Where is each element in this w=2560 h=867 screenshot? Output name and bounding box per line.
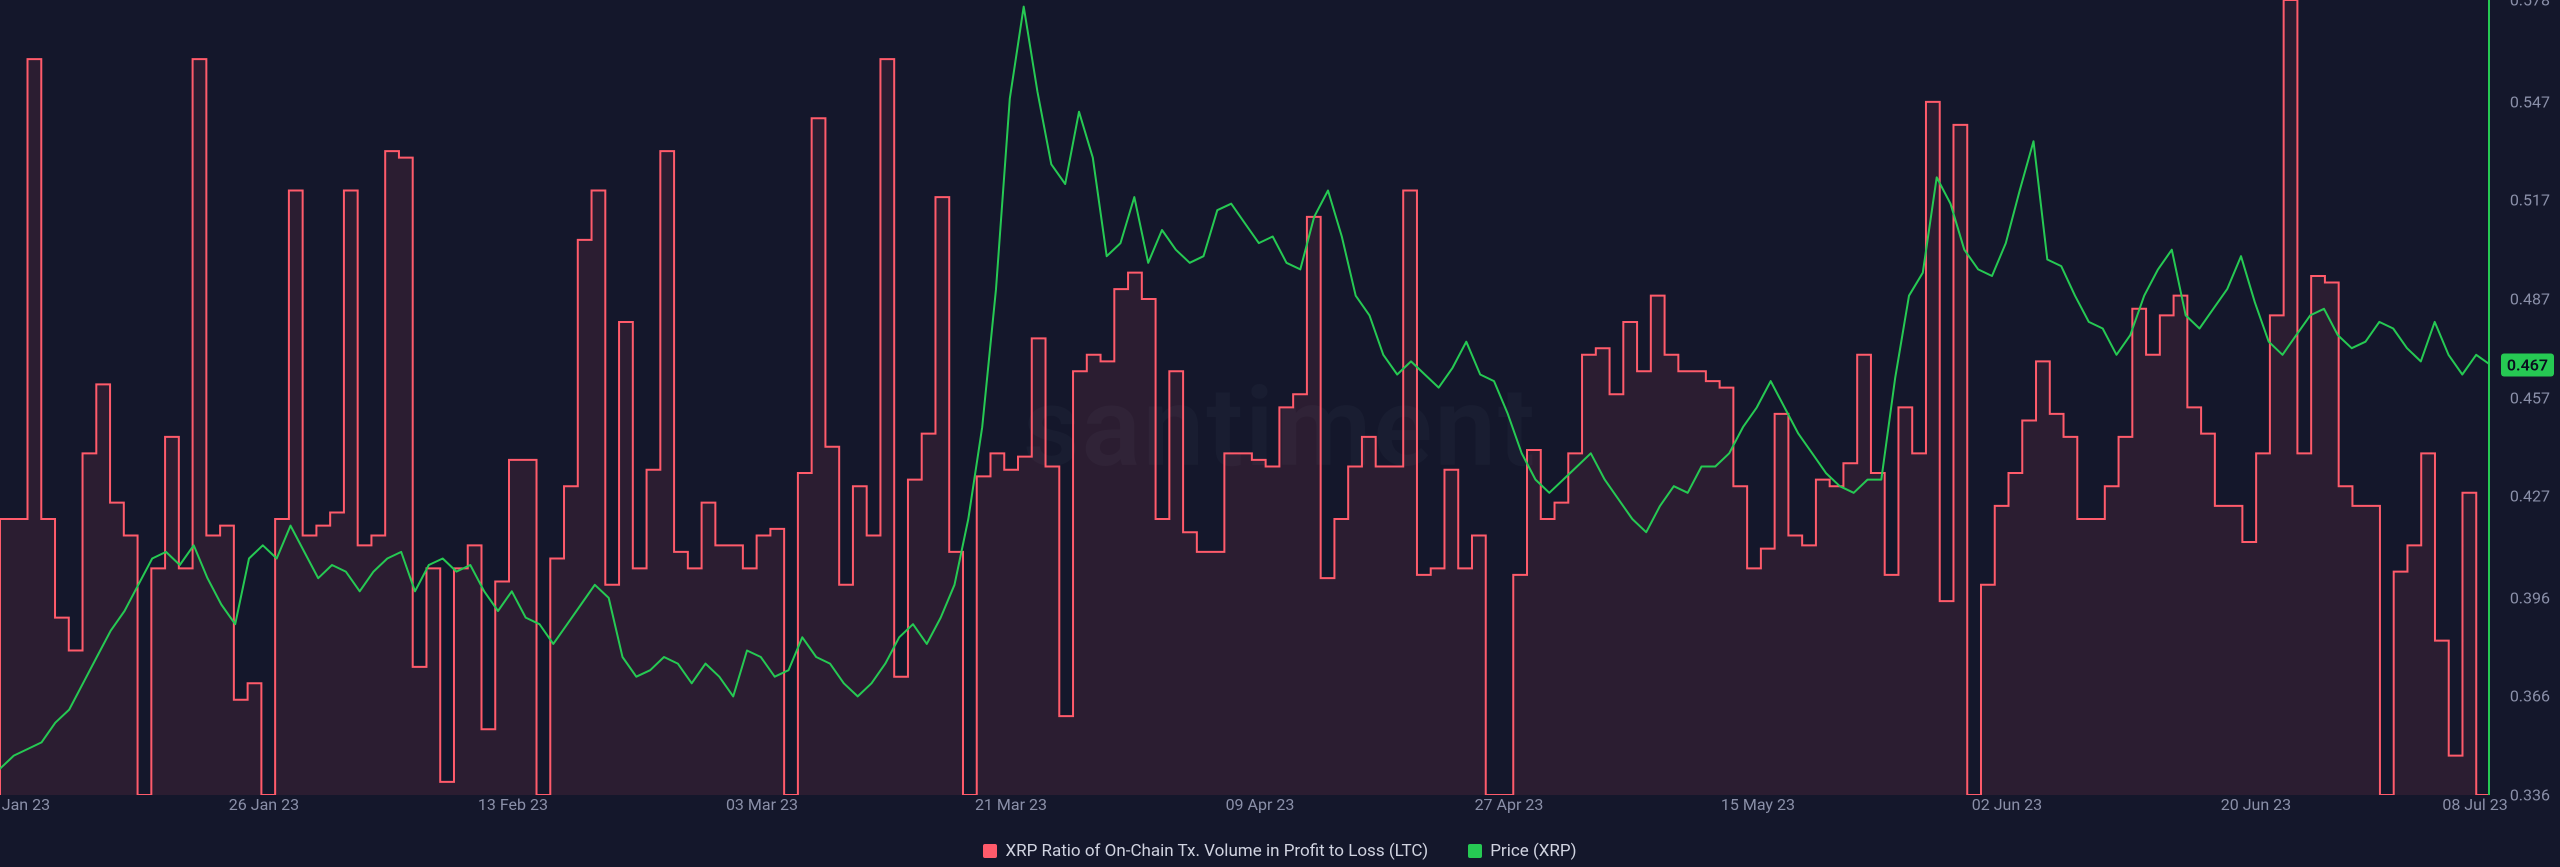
y-tick: 0.487 [2510,289,2550,308]
y-tick: 0.547 [2510,92,2550,111]
y-current-value: 0.467 [2501,353,2554,376]
chart-container: santiment 0.3360.3660.3960.4270.4570.487… [0,0,2560,867]
y-tick: 0.457 [2510,388,2550,407]
legend: XRP Ratio of On-Chain Tx. Volume in Prof… [0,841,2560,861]
legend-label-line: Price (XRP) [1490,841,1576,861]
x-tick: 08 Jul 23 [2442,795,2507,814]
bars-fill [0,0,2490,795]
x-tick: 15 May 23 [1721,795,1795,814]
plot-svg [0,0,2490,795]
x-tick: 27 Apr 23 [1475,795,1544,814]
x-tick: 08 Jan 23 [0,795,50,814]
y-tick: 0.578 [2510,0,2550,10]
legend-swatch-bars [983,844,997,858]
x-tick: 03 Mar 23 [726,795,798,814]
x-tick: 26 Jan 23 [229,795,299,814]
legend-item-bars[interactable]: XRP Ratio of On-Chain Tx. Volume in Prof… [983,841,1428,861]
y-tick: 0.396 [2510,588,2550,607]
legend-label-bars: XRP Ratio of On-Chain Tx. Volume in Prof… [1005,841,1428,861]
y-tick: 0.336 [2510,786,2550,805]
x-tick: 20 Jun 23 [2221,795,2291,814]
x-tick: 09 Apr 23 [1226,795,1295,814]
y-tick: 0.517 [2510,191,2550,210]
y-tick: 0.366 [2510,687,2550,706]
legend-item-line[interactable]: Price (XRP) [1468,841,1576,861]
x-axis: 08 Jan 23 26 Jan 23 13 Feb 23 03 Mar 23 21 M… [0,795,2490,825]
x-tick: 21 Mar 23 [975,795,1047,814]
plot-area[interactable] [0,0,2490,795]
legend-swatch-line [1468,844,1482,858]
y-tick: 0.427 [2510,487,2550,506]
x-tick: 13 Feb 23 [478,795,548,814]
y-axis: 0.3360.3660.3960.4270.4570.4870.5170.547… [2490,0,2560,795]
x-tick: 02 Jun 23 [1972,795,2042,814]
